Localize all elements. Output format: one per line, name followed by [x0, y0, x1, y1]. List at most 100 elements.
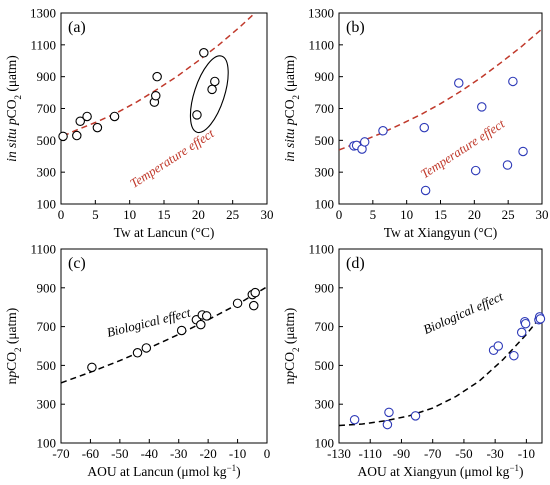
plot-frame [338, 12, 543, 205]
data-point [82, 111, 92, 122]
panel-label: (c) [68, 255, 86, 272]
y-tick-label: 100 [37, 197, 57, 212]
y-tick-label: 500 [315, 133, 335, 148]
data-point [199, 48, 209, 58]
data-point [535, 314, 546, 324]
plot-frame [60, 248, 268, 444]
data-point [132, 348, 143, 358]
x-tick-label: -10 [229, 446, 246, 461]
y-tick-label: 900 [37, 280, 57, 295]
data-point [196, 319, 206, 330]
data-point [477, 102, 487, 112]
y-tick-label: 1300 [30, 6, 56, 21]
x-tick-label: 10 [400, 207, 413, 222]
y-tick-label: 100 [315, 197, 335, 212]
y-tick-label: 300 [37, 397, 57, 412]
x-tick-label: -110 [359, 446, 382, 461]
x-tick-label: 20 [468, 207, 481, 222]
data-point [152, 71, 162, 82]
y-tick-label: 500 [315, 358, 335, 373]
x-axis-label: AOU at Xiangyun (μmol kg−1) [357, 463, 523, 479]
data-point [87, 362, 97, 373]
y-tick-label: 1100 [308, 37, 334, 52]
x-tick-label: 15 [434, 207, 447, 222]
data-point [502, 160, 513, 170]
x-tick-label: -30 [170, 446, 187, 461]
data-point [151, 91, 161, 101]
panel-label: (a) [68, 19, 86, 36]
plot-frame [60, 12, 268, 205]
y-tick-label: 1100 [30, 242, 56, 257]
y-axis-label: in situ pCO2 (μatm) [282, 55, 301, 162]
y-tick-label: 900 [315, 280, 335, 295]
data-point [176, 325, 187, 336]
panel-c: -70 -60 -50 -40 -30 -20 -10 0 100 300 500 700 900 110… [4, 242, 270, 480]
data-point [410, 411, 421, 421]
x-tick-label: 0 [336, 207, 343, 222]
y-tick-label: 700 [37, 319, 57, 334]
curve-annotation: Biological effect [421, 288, 506, 337]
x-tick-label: 20 [192, 207, 205, 222]
y-tick-label: 100 [315, 436, 335, 451]
x-tick-label: -130 [327, 446, 351, 461]
y-tick-label: 300 [37, 165, 57, 180]
x-tick-label: 25 [226, 207, 239, 222]
y-tick-label: 100 [37, 436, 57, 451]
x-tick-label: 5 [92, 207, 99, 222]
data-point [210, 76, 220, 87]
y-tick-label: 700 [315, 101, 335, 116]
x-tick-label: -50 [455, 446, 472, 461]
y-tick-label: 900 [37, 69, 57, 84]
data-point [359, 137, 370, 147]
x-tick-label: 15 [158, 207, 171, 222]
data-point [201, 311, 212, 321]
x-tick-label: 30 [536, 207, 549, 222]
data-point [420, 185, 431, 196]
data-point [378, 126, 388, 136]
y-tick-label: 500 [37, 358, 57, 373]
y-tick-label: 1100 [30, 37, 56, 52]
effect-curve [339, 28, 542, 151]
x-tick-label: -70 [424, 446, 441, 461]
x-tick-label: -20 [199, 446, 216, 461]
y-axis-label: npCO2 (μatm) [4, 308, 23, 385]
data-point [382, 419, 393, 430]
x-tick-label: 5 [370, 207, 377, 222]
x-tick-label: 30 [261, 207, 274, 222]
data-point [384, 407, 394, 418]
y-tick-label: 700 [315, 319, 335, 334]
data-point [516, 327, 527, 338]
data-point [141, 343, 152, 353]
y-tick-label: 900 [315, 69, 335, 84]
curve-annotation: Biological effect [105, 305, 192, 340]
panel-label: (b) [346, 19, 365, 36]
data-point [454, 78, 464, 88]
x-tick-label: 25 [502, 207, 515, 222]
data-point [509, 350, 519, 361]
panel-label: (d) [346, 255, 365, 272]
x-tick-label: 10 [123, 207, 136, 222]
y-tick-label: 1300 [308, 6, 334, 21]
panel-a: 0 5 10 15 20 25 30 100 300 500 700 900 1100 1300 Tw at… [4, 6, 274, 241]
x-tick-label: 0 [58, 207, 65, 222]
data-point [109, 111, 120, 122]
y-tick-label: 1100 [308, 242, 334, 257]
data-point [250, 287, 260, 298]
data-point [470, 165, 481, 176]
y-tick-label: 300 [315, 397, 335, 412]
y-tick-label: 500 [37, 133, 57, 148]
effect-curve [61, 13, 257, 138]
data-point [249, 300, 259, 311]
cluster-ellipse [189, 55, 229, 134]
data-point [508, 76, 518, 87]
data-point [72, 130, 82, 141]
data-point [419, 122, 430, 133]
x-axis-label: AOU at Lancun (μmol kg−1) [87, 463, 240, 479]
y-tick-label: 700 [37, 101, 57, 116]
x-tick-label: -50 [111, 446, 128, 461]
data-point [349, 414, 360, 425]
data-point [58, 131, 68, 142]
x-tick-label: -40 [141, 446, 158, 461]
x-tick-label: -10 [518, 446, 535, 461]
